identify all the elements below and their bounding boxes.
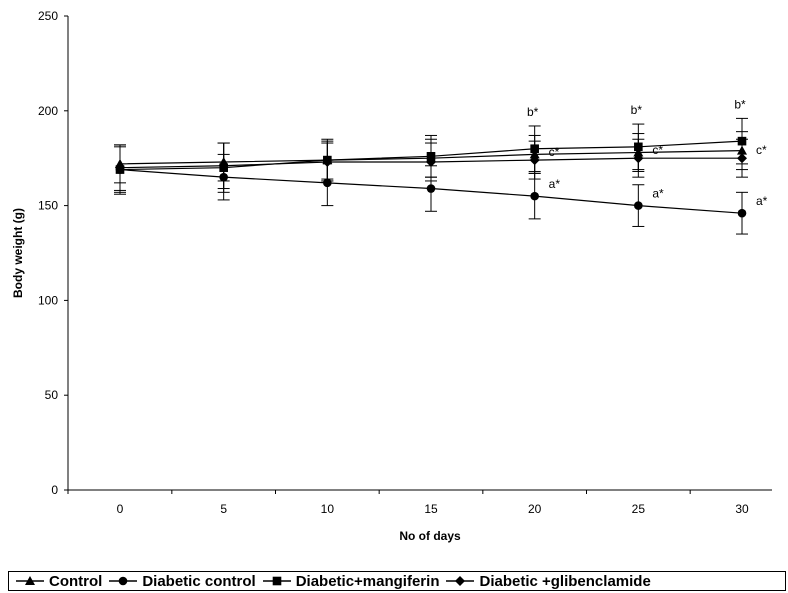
data-point [322, 156, 333, 167]
x-ticks: 0 5 10 15 20 25 30 [67, 490, 749, 516]
significance-label: b* [527, 105, 539, 119]
x-tick-label: 20 [528, 502, 542, 516]
legend-label: Diabetic +glibenclamide [479, 572, 651, 590]
significance-label: a* [652, 187, 664, 201]
legend-marker-diamond-icon [446, 576, 475, 586]
significance-label: c* [756, 143, 767, 157]
y-tick-label: 150 [38, 199, 58, 213]
data-point [218, 160, 229, 171]
x-tick-label: 30 [735, 502, 749, 516]
y-tick-label: 50 [45, 388, 59, 402]
legend-marker [272, 576, 281, 586]
data-point [530, 191, 539, 201]
significance-label: a* [756, 194, 768, 208]
legend-marker [119, 576, 128, 586]
y-tick-label: 0 [51, 483, 58, 497]
series-diamond [114, 138, 748, 191]
data-point [529, 155, 540, 166]
legend-label: Control [49, 572, 103, 590]
legend-item: Diabetic control [108, 572, 256, 590]
legend-label: Diabetic control [142, 572, 256, 590]
x-tick-label: 10 [321, 502, 335, 516]
y-tick-label: 100 [38, 293, 58, 307]
legend: Control Diabetic control Diabetic+mangifer… [8, 571, 786, 591]
significance-label: c* [652, 143, 663, 157]
data-point [634, 201, 643, 210]
significance-label: b* [734, 97, 746, 111]
legend-marker [455, 576, 466, 586]
legend-label: Diabetic+mangiferin [295, 572, 440, 590]
data-point [737, 208, 747, 218]
data-point [737, 153, 747, 164]
data-point [633, 153, 644, 164]
legend-item: Control [15, 573, 102, 590]
legend-marker-triangle-icon [16, 576, 44, 585]
series-layer [114, 117, 748, 235]
data-point [115, 162, 125, 173]
line-chart: 0 50 100 150 200 250 0 5 10 15 20 25 30 Body weight… [11, 9, 772, 543]
legend-item: Diabetic+mangiferin [262, 572, 440, 590]
y-tick-label: 250 [38, 9, 58, 23]
annotation-layer: b* c* a* b* c* a* b* c* a* [527, 97, 768, 208]
data-point [426, 156, 436, 167]
legend-marker-circle-icon [109, 576, 138, 586]
y-ticks: 0 50 100 150 200 250 [38, 9, 68, 497]
data-point [426, 184, 436, 193]
legend-marker-square-icon [262, 576, 291, 586]
axes [67, 16, 772, 491]
significance-label: b* [631, 103, 643, 117]
y-tick-label: 200 [38, 104, 58, 118]
significance-label: c* [549, 145, 560, 159]
x-tick-label: 5 [220, 502, 227, 516]
legend-item: Diabetic +glibenclamide [445, 572, 651, 590]
y-axis-title: Body weight (g) [11, 208, 25, 298]
significance-label: a* [549, 177, 561, 191]
x-tick-label: 0 [117, 502, 124, 516]
x-tick-label: 25 [632, 502, 646, 516]
legend-marker [25, 576, 35, 585]
x-axis-title: No of days [399, 529, 461, 543]
x-tick-label: 15 [424, 502, 438, 516]
